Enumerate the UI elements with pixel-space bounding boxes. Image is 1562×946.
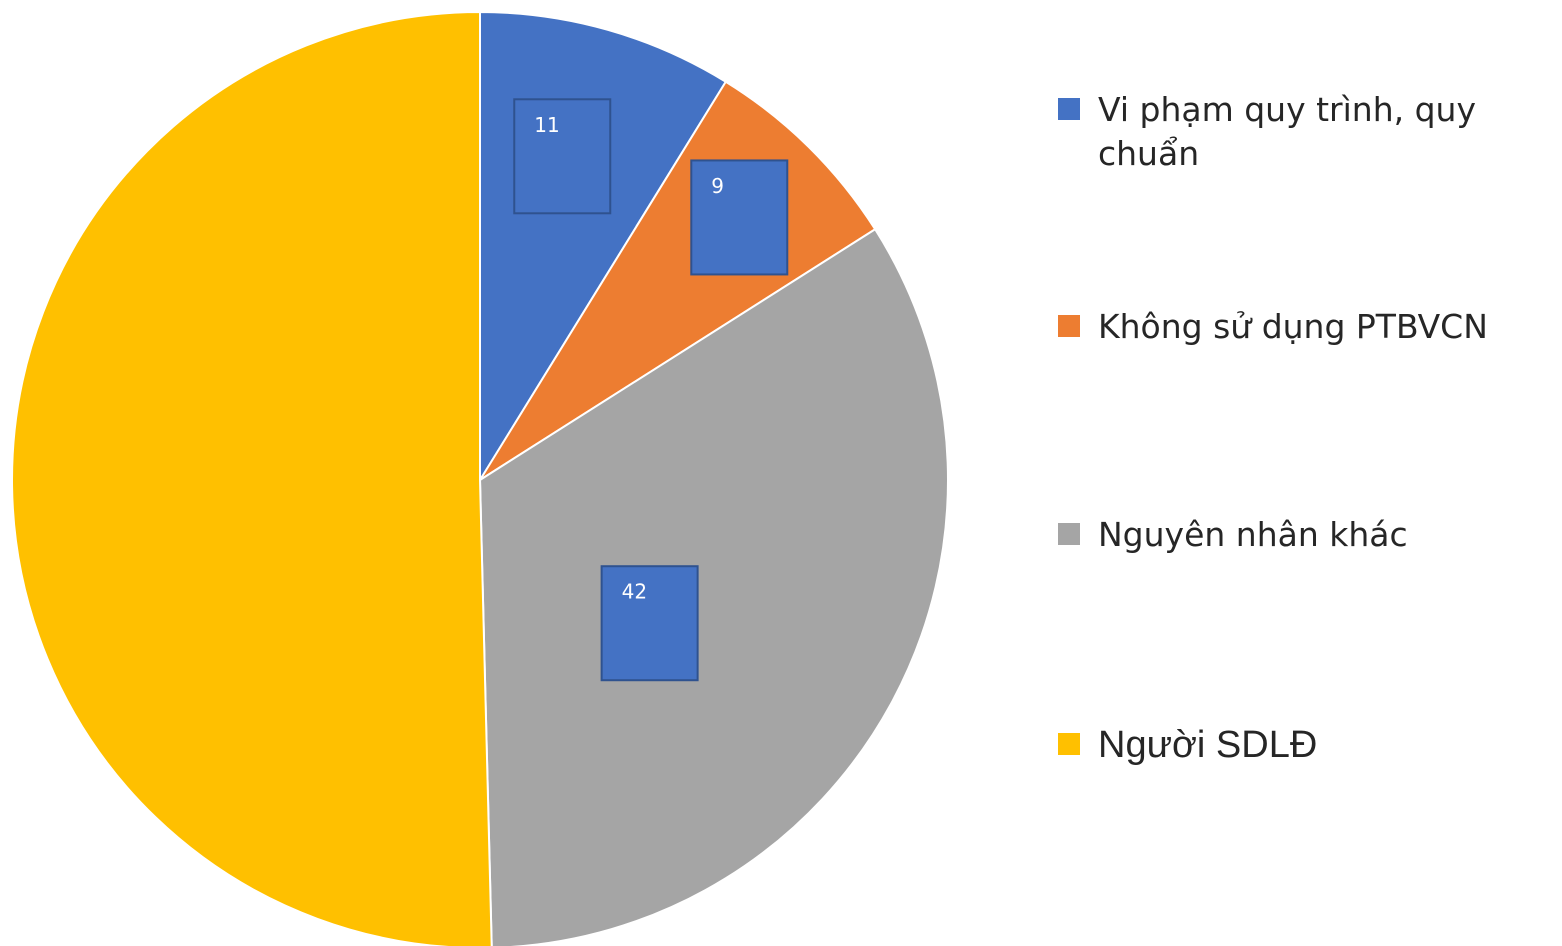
legend-swatch [1058, 98, 1080, 120]
data-label-box [513, 98, 612, 215]
legend-swatch [1058, 733, 1080, 755]
data-label-box [690, 159, 789, 276]
data-label: 42 [622, 580, 647, 604]
legend-item: Nguyên nhân khác [1058, 513, 1548, 557]
legend-item: Người SDLĐ [1058, 723, 1548, 767]
legend-label: Không sử dụng PTBVCN [1098, 307, 1488, 346]
data-label: 9 [711, 174, 724, 198]
legend: Vi phạm quy trình, quy chuẩn Không sử dụn… [1058, 0, 1558, 946]
pie-slice [11, 10, 493, 946]
data-label-box [600, 565, 699, 682]
chart: 11 9 42 [11, 10, 949, 946]
legend-swatch [1058, 315, 1080, 337]
legend-item: Không sử dụng PTBVCN [1058, 305, 1548, 349]
legend-label: Người SDLĐ [1098, 724, 1318, 766]
legend-item: Vi phạm quy trình, quy chuẩn [1058, 88, 1548, 176]
legend-label: Vi phạm quy trình, quy chuẩn [1098, 90, 1476, 173]
pie-slice [478, 227, 949, 946]
data-label: 11 [534, 113, 559, 137]
legend-label: Nguyên nhân khác [1098, 515, 1408, 554]
legend-swatch [1058, 523, 1080, 545]
